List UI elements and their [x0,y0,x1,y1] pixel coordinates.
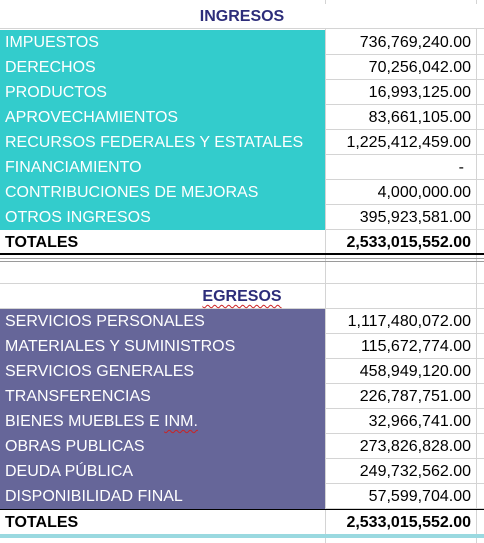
table-row[interactable]: DISPONIBILIDAD FINAL 57,599,704.00 [0,484,484,509]
row-value[interactable]: 1,117,480,072.00 [347,313,471,330]
table-row[interactable]: SERVICIOS PERSONALES 1,117,480,072.00 [0,309,484,334]
row-value[interactable]: 57,599,704.00 [368,488,471,505]
ingresos-header-row[interactable]: INGRESOS [0,4,484,29]
row-value[interactable]: - [458,159,464,176]
totals-value[interactable]: 2,533,015,552.00 [346,234,471,251]
table-row[interactable]: BIENES MUEBLES E INM. 32,966,741.00 [0,409,484,434]
row-value[interactable]: 83,661,105.00 [368,109,471,126]
table-row[interactable]: OBRAS PUBLICAS 273,826,828.00 [0,434,484,459]
column-gridline [476,0,477,543]
row-label[interactable]: BIENES MUEBLES E INM. [0,409,325,434]
table-row[interactable]: DEUDA PÚBLICA 249,732,562.00 [0,459,484,484]
row-value[interactable]: 4,000,000.00 [377,184,471,201]
row-value[interactable]: 273,826,828.00 [359,438,471,455]
row-value[interactable]: 736,769,240.00 [359,34,471,51]
row-label-text: BIENES MUEBLES E [5,413,165,430]
table-row[interactable]: DERECHOS 70,256,042.00 [0,55,484,80]
column-gridline [325,0,326,543]
row-value[interactable]: 115,672,774.00 [360,338,471,355]
spellcheck-flagged-text: INM. [164,413,198,430]
row-label[interactable]: OTROS INGRESOS [0,205,325,230]
row-value[interactable]: 249,732,562.00 [359,463,471,480]
ingresos-totals-row[interactable]: TOTALES 2,533,015,552.00 [0,230,484,255]
row-label[interactable]: IMPUESTOS [0,30,325,55]
ingresos-title: INGRESOS [199,8,285,25]
row-label[interactable]: OBRAS PUBLICAS [0,434,325,459]
row-value[interactable]: 458,949,120.00 [359,363,471,380]
row-label[interactable]: CONTRIBUCIONES DE MEJORAS [0,180,325,205]
table-row[interactable]: SERVICIOS GENERALES 458,949,120.00 [0,359,484,384]
table-row[interactable]: IMPUESTOS 736,769,240.00 [0,30,484,55]
totals-label[interactable]: TOTALES [5,514,79,531]
egresos-title: EGRESOS [0,284,484,309]
table-row[interactable]: PRODUCTOS 16,993,125.00 [0,80,484,105]
row-label[interactable]: APROVECHAMIENTOS [0,105,325,130]
egresos-totals-row[interactable]: TOTALES 2,533,015,552.00 [0,509,484,534]
row-value[interactable]: 226,787,751.00 [359,388,471,405]
row-label[interactable]: FINANCIAMIENTO [0,155,325,180]
row-label[interactable]: SERVICIOS GENERALES [0,359,325,384]
table-row[interactable]: RECURSOS FEDERALES Y ESTATALES 1,225,412… [0,130,484,155]
row-label[interactable]: RECURSOS FEDERALES Y ESTATALES [0,130,325,155]
bottom-border-accent [0,534,484,538]
totals-label[interactable]: TOTALES [5,234,79,251]
table-row[interactable]: CONTRIBUCIONES DE MEJORAS 4,000,000.00 [0,180,484,205]
table-row[interactable]: OTROS INGRESOS 395,923,581.00 [0,205,484,230]
row-label[interactable]: TRANSFERENCIAS [0,384,325,409]
row-label[interactable]: DISPONIBILIDAD FINAL [0,484,325,509]
table-row[interactable]: FINANCIAMIENTO - [0,155,484,180]
egresos-title-text: EGRESOS [202,288,282,305]
row-label[interactable]: DEUDA PÚBLICA [0,459,325,484]
table-row[interactable]: APROVECHAMIENTOS 83,661,105.00 [0,105,484,130]
row-value[interactable]: 395,923,581.00 [359,209,471,226]
row-value[interactable]: 1,225,412,459.00 [346,134,471,151]
egresos-header-row[interactable]: EGRESOS [0,284,484,309]
table-row[interactable]: MATERIALES Y SUMINISTROS 115,672,774.00 [0,334,484,359]
empty-row[interactable] [0,262,484,284]
row-label[interactable]: MATERIALES Y SUMINISTROS [0,334,325,359]
totals-value[interactable]: 2,533,015,552.00 [346,514,471,531]
double-border-separator [0,258,484,262]
row-value[interactable]: 16,993,125.00 [368,84,471,101]
row-label[interactable]: DERECHOS [0,55,325,80]
row-value[interactable]: 70,256,042.00 [368,59,471,76]
row-label[interactable]: PRODUCTOS [0,80,325,105]
row-label[interactable]: SERVICIOS PERSONALES [0,309,325,334]
table-row[interactable]: TRANSFERENCIAS 226,787,751.00 [0,384,484,409]
row-value[interactable]: 32,966,741.00 [368,413,471,430]
